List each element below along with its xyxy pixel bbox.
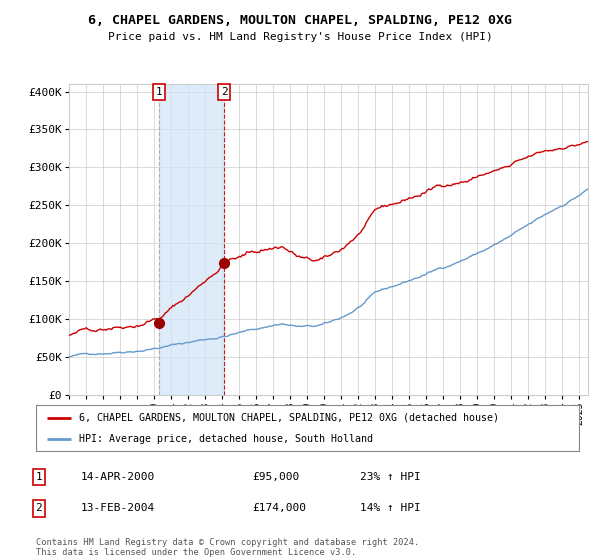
Text: 6, CHAPEL GARDENS, MOULTON CHAPEL, SPALDING, PE12 0XG (detached house): 6, CHAPEL GARDENS, MOULTON CHAPEL, SPALD… xyxy=(79,413,499,423)
Text: 14% ↑ HPI: 14% ↑ HPI xyxy=(360,503,421,514)
Text: 1: 1 xyxy=(155,87,163,97)
Text: 2: 2 xyxy=(221,87,227,97)
Text: £174,000: £174,000 xyxy=(252,503,306,514)
Text: Contains HM Land Registry data © Crown copyright and database right 2024.
This d: Contains HM Land Registry data © Crown c… xyxy=(36,538,419,557)
Text: 6, CHAPEL GARDENS, MOULTON CHAPEL, SPALDING, PE12 0XG: 6, CHAPEL GARDENS, MOULTON CHAPEL, SPALD… xyxy=(88,14,512,27)
Text: 13-FEB-2004: 13-FEB-2004 xyxy=(81,503,155,514)
Text: 14-APR-2000: 14-APR-2000 xyxy=(81,472,155,482)
Text: Price paid vs. HM Land Registry's House Price Index (HPI): Price paid vs. HM Land Registry's House … xyxy=(107,32,493,43)
Text: 1: 1 xyxy=(35,472,43,482)
Text: HPI: Average price, detached house, South Holland: HPI: Average price, detached house, Sout… xyxy=(79,435,373,444)
Text: £95,000: £95,000 xyxy=(252,472,299,482)
Text: 23% ↑ HPI: 23% ↑ HPI xyxy=(360,472,421,482)
Bar xyxy=(159,84,224,395)
Text: 2: 2 xyxy=(35,503,43,514)
